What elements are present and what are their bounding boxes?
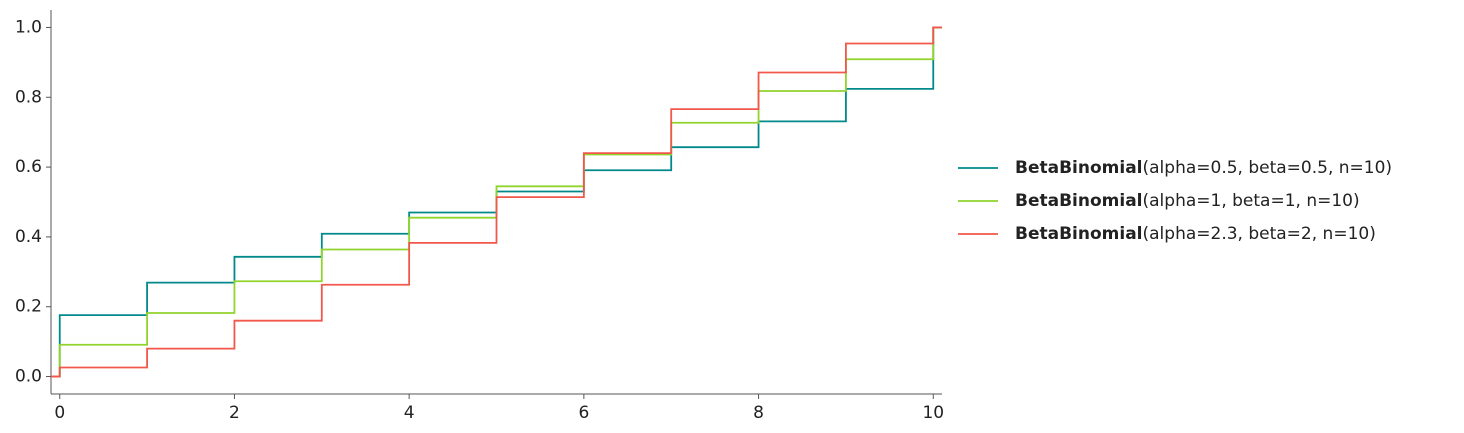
- y-tick-label: 0.0: [15, 367, 42, 387]
- legend-label: BetaBinomial(alpha=1, beta=1, n=10): [1015, 191, 1360, 211]
- y-tick-label: 1.0: [15, 17, 42, 37]
- y-tick-label: 0.8: [15, 87, 42, 107]
- x-tick-label: 10: [922, 403, 944, 423]
- y-tick-label: 0.2: [15, 297, 42, 317]
- x-tick-label: 6: [578, 403, 589, 423]
- step-line: [51, 26, 942, 378]
- x-tick-label: 4: [404, 403, 415, 423]
- legend-label: BetaBinomial(alpha=0.5, beta=0.5, n=10): [1015, 158, 1392, 178]
- y-tick-label: 0.4: [15, 227, 42, 247]
- y-tick-label: 0.6: [15, 157, 42, 177]
- x-tick-label: 8: [753, 403, 764, 423]
- x-tick-label: 2: [229, 403, 240, 423]
- legend-label: BetaBinomial(alpha=2.3, beta=2, n=10): [1015, 224, 1376, 244]
- x-tick-label: 0: [54, 403, 65, 423]
